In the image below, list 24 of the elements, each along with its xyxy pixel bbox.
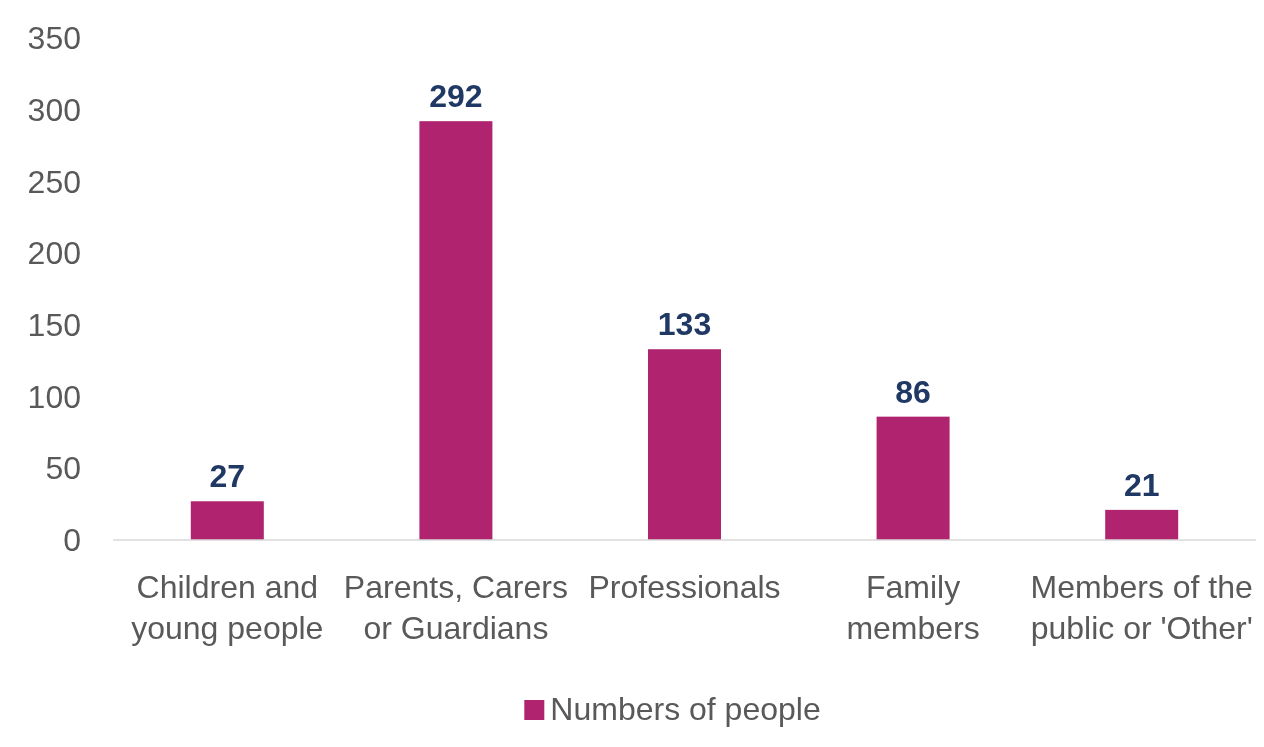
y-tick-label: 150	[27, 307, 81, 344]
legend-label: Numbers of people	[550, 691, 821, 727]
y-tick-label: 350	[27, 20, 81, 57]
bar	[876, 416, 950, 540]
x-tick-label: Children and young people	[131, 569, 324, 646]
data-label: 86	[895, 373, 931, 410]
data-label: 27	[209, 458, 246, 495]
y-tick-label: 100	[27, 378, 81, 415]
y-tick-label: 50	[45, 450, 81, 487]
x-tick-label: Members of the public or 'Other'	[1030, 569, 1253, 646]
y-tick-label: 250	[27, 163, 81, 200]
bar	[190, 501, 264, 540]
y-tick-label: 200	[27, 235, 81, 272]
y-tick-label: 300	[27, 91, 81, 128]
x-tick-label: Professionals	[588, 569, 781, 605]
bar	[419, 121, 493, 540]
data-label: 133	[657, 306, 712, 343]
data-label: 292	[429, 78, 483, 115]
x-tick-label: Family members	[846, 569, 980, 646]
bar	[648, 349, 721, 540]
data-label: 21	[1123, 466, 1160, 503]
bar	[1105, 509, 1179, 540]
x-tick-label: Parents, Carers or Guardians	[343, 569, 568, 646]
y-tick-label: 0	[63, 522, 81, 559]
